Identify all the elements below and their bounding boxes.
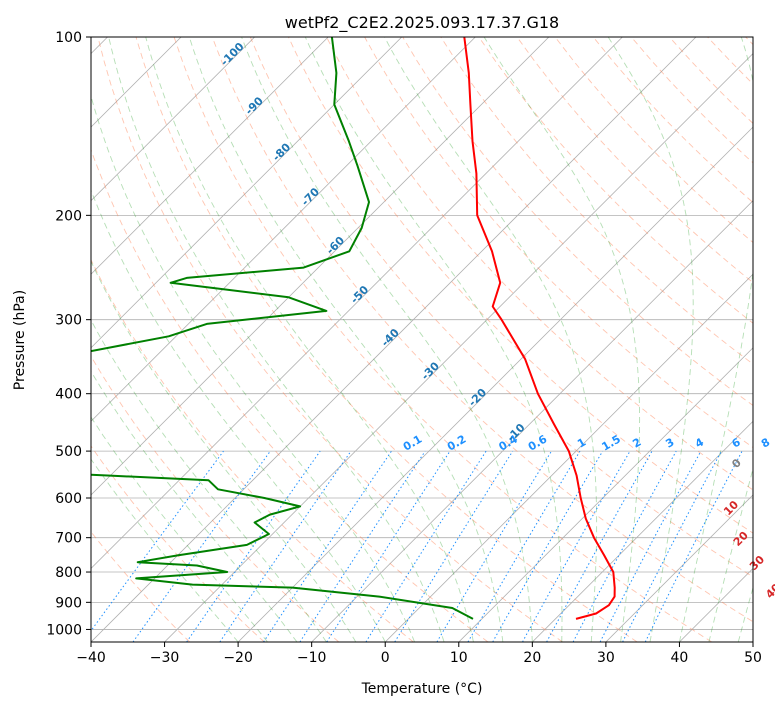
x-tick-label: 20 bbox=[523, 650, 541, 666]
y-tick-label: 700 bbox=[55, 531, 82, 547]
y-tick-label: 900 bbox=[55, 595, 82, 611]
x-tick-label: −20 bbox=[223, 650, 253, 666]
x-tick-label: −40 bbox=[76, 650, 106, 666]
y-tick-label: 100 bbox=[55, 30, 82, 46]
y-tick-label: 400 bbox=[55, 387, 82, 403]
y-tick-label: 200 bbox=[55, 208, 82, 224]
x-tick-label: −10 bbox=[297, 650, 327, 666]
y-tick-label: 800 bbox=[55, 565, 82, 581]
y-tick-label: 300 bbox=[55, 313, 82, 329]
chart-title: wetPf2_C2E2.2025.093.17.37.G18 bbox=[285, 13, 559, 33]
y-axis-label: Pressure (hPa) bbox=[12, 290, 28, 390]
x-tick-label: 50 bbox=[744, 650, 762, 666]
x-tick-label: 30 bbox=[597, 650, 615, 666]
x-tick-label: −30 bbox=[150, 650, 180, 666]
x-tick-label: 0 bbox=[381, 650, 390, 666]
y-tick-label: 1000 bbox=[46, 622, 82, 638]
y-tick-label: 500 bbox=[55, 444, 82, 460]
x-axis-label: Temperature (°C) bbox=[361, 681, 483, 697]
x-tick-label: 40 bbox=[671, 650, 689, 666]
y-tick-label: 600 bbox=[55, 491, 82, 507]
x-tick-label: 10 bbox=[450, 650, 468, 666]
